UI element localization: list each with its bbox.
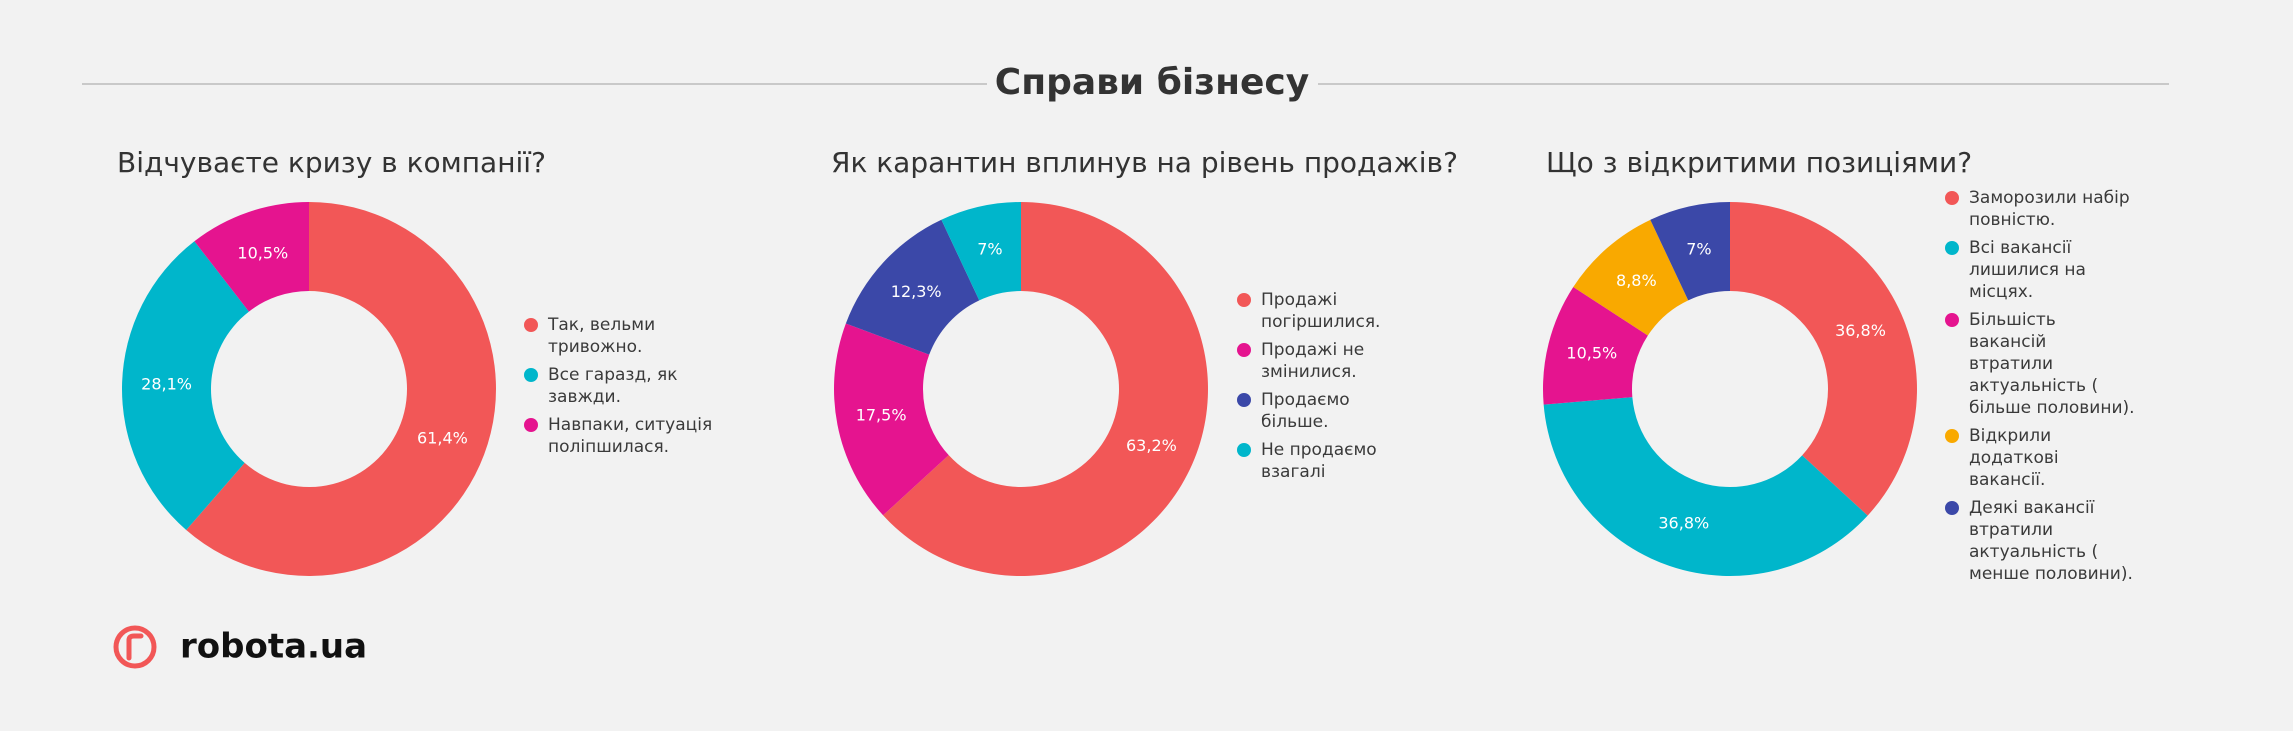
chart-title: Як карантин вплинув на рівень продажів?	[831, 146, 1458, 179]
legend-item: Так, вельми тривожно.	[524, 314, 714, 358]
value-label: 63,2%	[1126, 436, 1177, 455]
legend-label: Відкрили додаткові вакансії.	[1969, 426, 2059, 490]
donut-segment	[834, 323, 949, 516]
legend-label: Продажі не змінилися.	[1261, 340, 1365, 382]
legend-label: Деякі вакансії втратили актуальність ( м…	[1969, 498, 2133, 584]
legend-label: Не продаємо взагалі	[1261, 440, 1377, 482]
legend-swatch	[1945, 191, 1959, 205]
legend: Продажі погіршилися. Продажі не змінилися…	[1237, 289, 1412, 489]
legend-swatch	[1945, 241, 1959, 255]
value-label: 10,5%	[1566, 344, 1617, 363]
donut-segment	[1543, 397, 1868, 577]
value-label: 36,8%	[1835, 321, 1886, 340]
donut-segment	[1730, 202, 1918, 516]
donut-segment	[122, 241, 249, 531]
legend-swatch	[1237, 343, 1251, 357]
donut-segment	[1573, 219, 1689, 336]
value-label: 7%	[1686, 239, 1711, 258]
legend: Заморозили набір повністю. Всі вакансії л…	[1945, 187, 2135, 591]
value-label: 10,5%	[237, 244, 288, 263]
donut-segment	[1543, 286, 1648, 405]
legend-item: Продажі погіршилися.	[1237, 289, 1412, 333]
legend-item: Деякі вакансії втратили актуальність ( м…	[1945, 497, 2135, 585]
legend-label: Більшість вакансій втратили актуальність…	[1969, 310, 2135, 418]
donut-segment	[883, 202, 1208, 576]
legend-swatch	[524, 318, 538, 332]
legend-swatch	[524, 368, 538, 382]
legend-swatch	[1945, 429, 1959, 443]
legend-swatch	[1945, 313, 1959, 327]
legend-swatch	[524, 418, 538, 432]
brand: robota.ua	[180, 627, 367, 667]
donut-segment	[1650, 202, 1730, 301]
legend-item: Всі вакансії лишилися на місцях.	[1945, 237, 2135, 303]
donut-segment	[186, 202, 497, 576]
legend-swatch	[1237, 443, 1251, 457]
legend-label: Все гаразд, як завжди.	[548, 365, 678, 407]
page-title: Справи бізнесу	[995, 62, 1309, 103]
legend-label: Так, вельми тривожно.	[548, 315, 656, 357]
legend-item: Не продаємо взагалі	[1237, 439, 1412, 483]
legend-swatch	[1237, 293, 1251, 307]
legend-item: Навпаки, ситуація поліпшилася.	[524, 414, 714, 458]
legend-item: Все гаразд, як завжди.	[524, 364, 714, 408]
legend-item: Більшість вакансій втратили актуальність…	[1945, 309, 2135, 419]
legend-item: Заморозили набір повністю.	[1945, 187, 2135, 231]
value-label: 12,3%	[891, 282, 942, 301]
chart-title: Відчуваєте кризу в компанії?	[117, 146, 546, 179]
legend: Так, вельми тривожно. Все гаразд, як завж…	[524, 314, 714, 464]
chart-title: Що з відкритими позиціями?	[1546, 146, 1972, 179]
value-label: 28,1%	[141, 374, 192, 393]
legend-label: Продажі погіршилися.	[1261, 290, 1381, 332]
legend-item: Продажі не змінилися.	[1237, 339, 1412, 383]
donut-segment	[941, 202, 1021, 301]
donut-segment	[194, 202, 309, 312]
legend-item: Продаємо більше.	[1237, 389, 1412, 433]
donut-segment	[845, 219, 980, 355]
value-label: 7%	[977, 239, 1002, 258]
value-label: 36,8%	[1658, 513, 1709, 532]
legend-label: Всі вакансії лишилися на місцях.	[1969, 238, 2086, 302]
logo-ring	[113, 625, 157, 669]
legend-label: Навпаки, ситуація поліпшилася.	[548, 415, 713, 457]
value-label: 61,4%	[417, 428, 468, 447]
legend-item: Відкрили додаткові вакансії.	[1945, 425, 2135, 491]
legend-label: Заморозили набір повністю.	[1969, 188, 2130, 230]
logo-r	[126, 633, 144, 661]
legend-swatch	[1237, 393, 1251, 407]
value-label: 17,5%	[856, 406, 907, 425]
legend-label: Продаємо більше.	[1261, 390, 1350, 432]
legend-swatch	[1945, 501, 1959, 515]
value-label: 8,8%	[1616, 271, 1657, 290]
